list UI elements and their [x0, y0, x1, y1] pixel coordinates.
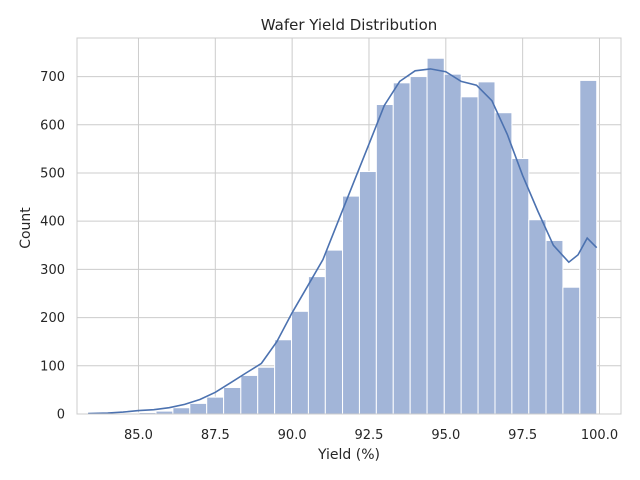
- histogram-bar: [189, 402, 208, 415]
- y-axis-label: Count: [18, 207, 34, 249]
- plot-frame: [76, 37, 622, 415]
- kde-curve: [88, 68, 598, 415]
- histogram-bar: [274, 339, 293, 415]
- x-tick-label: 85.0: [124, 428, 153, 443]
- x-axis-label: Yield (%): [317, 447, 380, 463]
- y-tick-labels: 0 100 200 300 400 500 600 700: [40, 70, 65, 422]
- histogram-bar: [257, 366, 276, 415]
- histogram-bar: [545, 239, 564, 415]
- chart-title: Wafer Yield Distribution: [261, 16, 438, 34]
- histogram-bar: [291, 310, 309, 415]
- histogram-bar: [206, 396, 225, 415]
- x-tick-label: 87.5: [201, 428, 230, 443]
- histogram-bar: [562, 286, 581, 415]
- histogram-bar: [443, 73, 462, 415]
- histogram-bar: [460, 96, 479, 415]
- histogram-bar: [358, 171, 377, 415]
- y-tick-label: 300: [40, 263, 65, 278]
- histogram-bar: [223, 386, 242, 415]
- x-tick-labels: 85.0 87.5 90.0 92.5 95.0 97.5 100.0: [124, 428, 618, 443]
- histogram-bar: [342, 195, 360, 415]
- histogram-bar: [426, 57, 445, 415]
- histogram-bar: [240, 374, 259, 415]
- y-tick-label: 700: [40, 70, 65, 85]
- histogram-bar: [392, 82, 411, 415]
- x-tick-label: 95.0: [431, 428, 460, 443]
- histogram-bar: [324, 249, 344, 415]
- y-tick-label: 600: [40, 118, 65, 133]
- x-tick-label: 97.5: [508, 428, 537, 443]
- y-tick-label: 400: [40, 215, 65, 230]
- histogram-bar: [528, 219, 547, 415]
- histogram-bar: [494, 112, 513, 415]
- x-tick-label: 100.0: [581, 428, 618, 443]
- y-tick-label: 100: [40, 359, 65, 374]
- x-tick-label: 92.5: [355, 428, 384, 443]
- histogram-bar: [375, 104, 394, 415]
- histogram-bar: [477, 81, 496, 415]
- y-tick-label: 200: [40, 311, 65, 326]
- histogram-bar: [172, 407, 191, 415]
- histogram-bar: [409, 76, 428, 415]
- x-tick-label: 90.0: [278, 428, 307, 443]
- histogram-bar: [307, 276, 326, 415]
- y-tick-label: 0: [57, 408, 65, 423]
- histogram-bar: [511, 158, 530, 415]
- y-tick-label: 500: [40, 166, 65, 181]
